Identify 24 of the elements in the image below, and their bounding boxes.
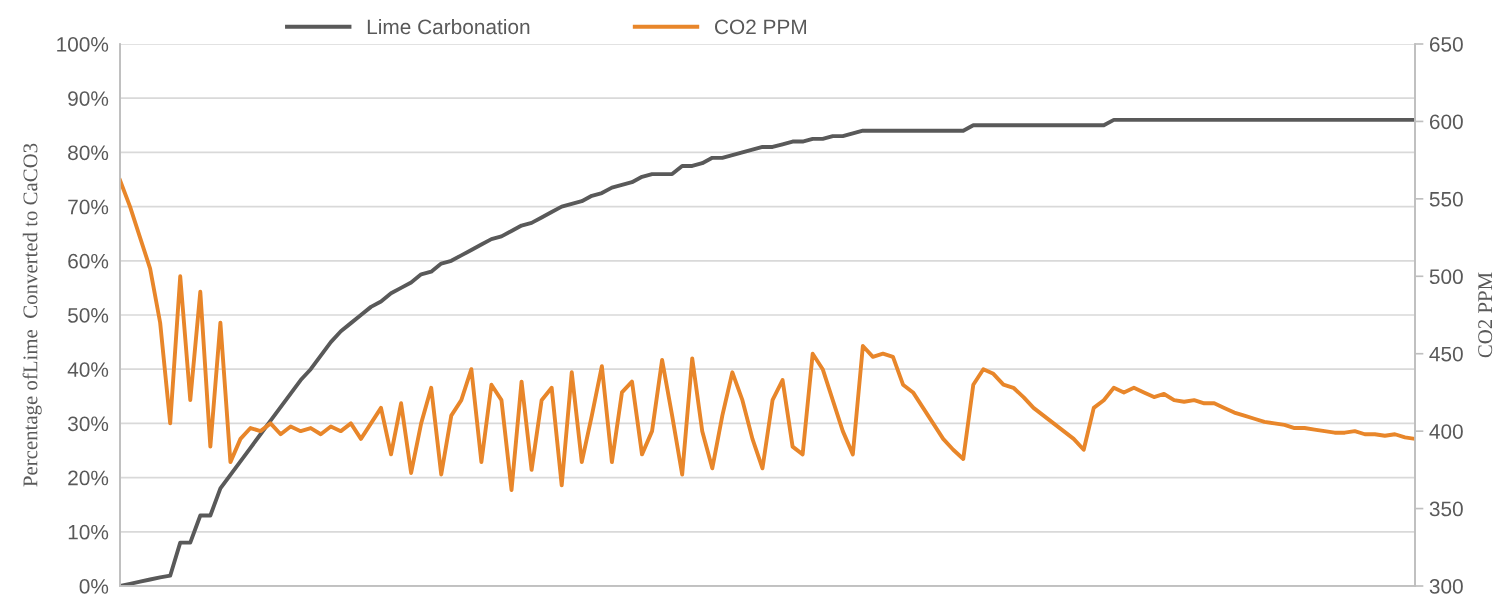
y-tick-label: 60% xyxy=(68,253,109,269)
y2-axis-title: CO2 PPM xyxy=(1478,272,1493,358)
y2-tick-label: 600 xyxy=(1429,114,1463,130)
legend-label: CO2 PPM xyxy=(714,19,806,35)
y2-tick-label: 550 xyxy=(1429,191,1463,207)
y-tick-label: 80% xyxy=(68,145,109,161)
legend-label: Lime Carbonation xyxy=(367,18,530,35)
y-tick-label: 90% xyxy=(68,91,109,106)
line-series xyxy=(120,178,1415,492)
y2-tick-label: 400 xyxy=(1429,424,1463,439)
y-tick-label: 70% xyxy=(68,199,109,215)
y-tick-label: 50% xyxy=(68,308,109,323)
y-tick-label: 40% xyxy=(67,362,109,377)
y-tick-label: 100% xyxy=(57,37,109,52)
y-tick-label: 0% xyxy=(79,579,109,594)
y-tick-label: 30% xyxy=(67,416,109,432)
y-tick-label: 10% xyxy=(68,524,109,540)
y2-tick-label: 300 xyxy=(1429,579,1463,594)
y2-tick-label: 450 xyxy=(1429,346,1463,362)
y2-tick-label: 650 xyxy=(1429,37,1463,52)
y-axis-title: Percentage ofLime Converted to CaCO3 xyxy=(22,143,42,487)
y-tick-label: 20% xyxy=(68,470,109,486)
y2-tick-label: 500 xyxy=(1429,269,1463,285)
y2-tick-label: 350 xyxy=(1429,501,1463,517)
